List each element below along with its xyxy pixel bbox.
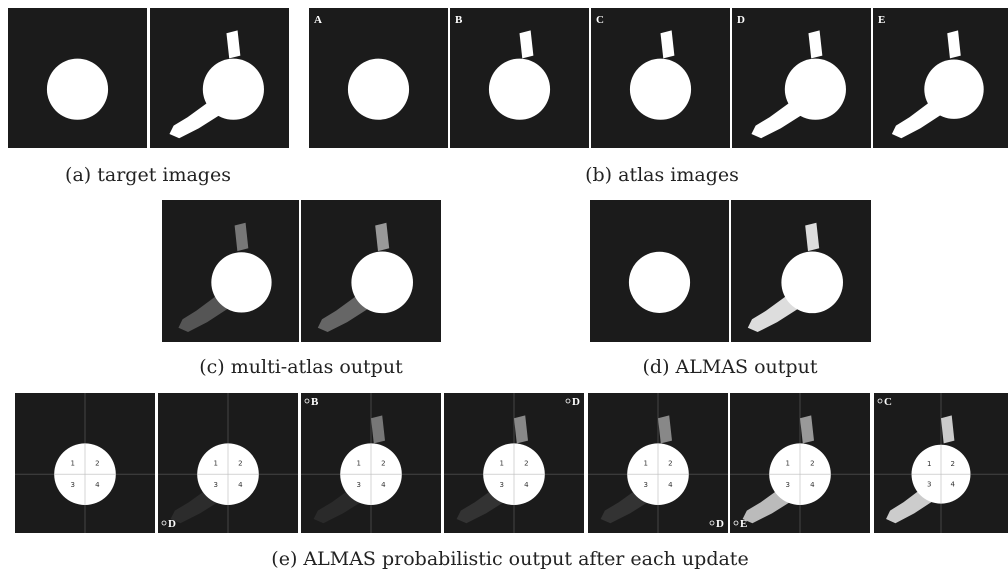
- quadrant-label: 2: [95, 459, 99, 467]
- image-panel: [8, 8, 147, 148]
- quadrant-label: 3: [70, 481, 74, 489]
- caption-b: (b) atlas images: [585, 164, 739, 186]
- quadrant-label: 2: [524, 459, 528, 467]
- disk: [47, 59, 108, 120]
- quadrant-label: 3: [356, 481, 360, 489]
- atlas-label: C: [596, 14, 604, 26]
- disk: [203, 59, 264, 120]
- quadrant-label: 3: [927, 481, 931, 489]
- image-panel: 1 2 3 4 D: [158, 393, 298, 533]
- disk: [489, 59, 550, 120]
- caption-a: (a) target images: [65, 164, 231, 186]
- quadrant-label: 2: [951, 460, 955, 468]
- image-panel: 1 2 3 4 B: [301, 393, 441, 533]
- image-panel: [150, 8, 289, 148]
- quadrant-label: 2: [668, 459, 672, 467]
- caption-c: (c) multi-atlas output: [199, 356, 403, 378]
- quadrant-label: 2: [381, 459, 385, 467]
- image-panel: [731, 200, 871, 342]
- caption-e: (e) ALMAS probabilistic output after eac…: [271, 548, 748, 570]
- image-panel: A: [309, 8, 448, 148]
- quadrant-label: 2: [810, 459, 814, 467]
- image-panel: 1 2 3 4 E: [730, 393, 870, 533]
- quadrant-label: 4: [238, 481, 243, 489]
- quadrant-label: 1: [356, 459, 360, 467]
- figure: (a) target images (b) atlas images (c) m…: [0, 0, 1008, 573]
- quadrant-label: 4: [810, 481, 815, 489]
- update-label: D: [168, 518, 176, 530]
- image-panel: 1 2 3 4 D: [444, 393, 584, 533]
- disk: [348, 59, 409, 120]
- quadrant-label: 2: [238, 459, 242, 467]
- update-label: C: [884, 396, 892, 408]
- disk: [211, 252, 271, 312]
- quadrant-label: 4: [951, 481, 956, 489]
- quadrant-label: 3: [785, 481, 789, 489]
- quadrant-label: 3: [643, 481, 647, 489]
- quadrant-label: 4: [381, 481, 386, 489]
- disk: [351, 252, 413, 314]
- disk: [785, 59, 846, 120]
- quadrant-label: 4: [668, 481, 673, 489]
- image-panel: E: [873, 8, 1008, 148]
- image-panel: 1 2 3 4 C: [874, 393, 1008, 533]
- quadrant-label: 1: [927, 460, 931, 468]
- update-label: D: [716, 518, 724, 530]
- disk: [630, 59, 691, 120]
- quadrant-label: 1: [643, 459, 647, 467]
- disk: [924, 59, 983, 118]
- update-label: D: [572, 396, 580, 408]
- atlas-label: E: [878, 14, 885, 26]
- quadrant-label: 1: [785, 459, 789, 467]
- image-panel: 1 2 3 4: [15, 393, 155, 533]
- image-panel: D: [732, 8, 871, 148]
- image-panel: B: [450, 8, 589, 148]
- quadrant-label: 1: [70, 459, 74, 467]
- atlas-label: B: [455, 14, 463, 26]
- update-label: B: [311, 396, 319, 408]
- image-panel: [301, 200, 441, 342]
- caption-d: (d) ALMAS output: [643, 356, 818, 378]
- update-label: E: [740, 518, 747, 530]
- quadrant-label: 1: [213, 459, 217, 467]
- quadrant-label: 3: [213, 481, 217, 489]
- disk: [629, 252, 690, 313]
- disk: [781, 252, 843, 314]
- image-panel: [590, 200, 729, 342]
- quadrant-label: 1: [499, 459, 503, 467]
- quadrant-label: 4: [524, 481, 529, 489]
- atlas-label: A: [314, 14, 322, 26]
- quadrant-label: 4: [95, 481, 100, 489]
- image-panel: [162, 200, 299, 342]
- image-panel: 1 2 3 4 D: [588, 393, 728, 533]
- image-panel: C: [591, 8, 730, 148]
- quadrant-label: 3: [499, 481, 503, 489]
- atlas-label: D: [737, 14, 745, 26]
